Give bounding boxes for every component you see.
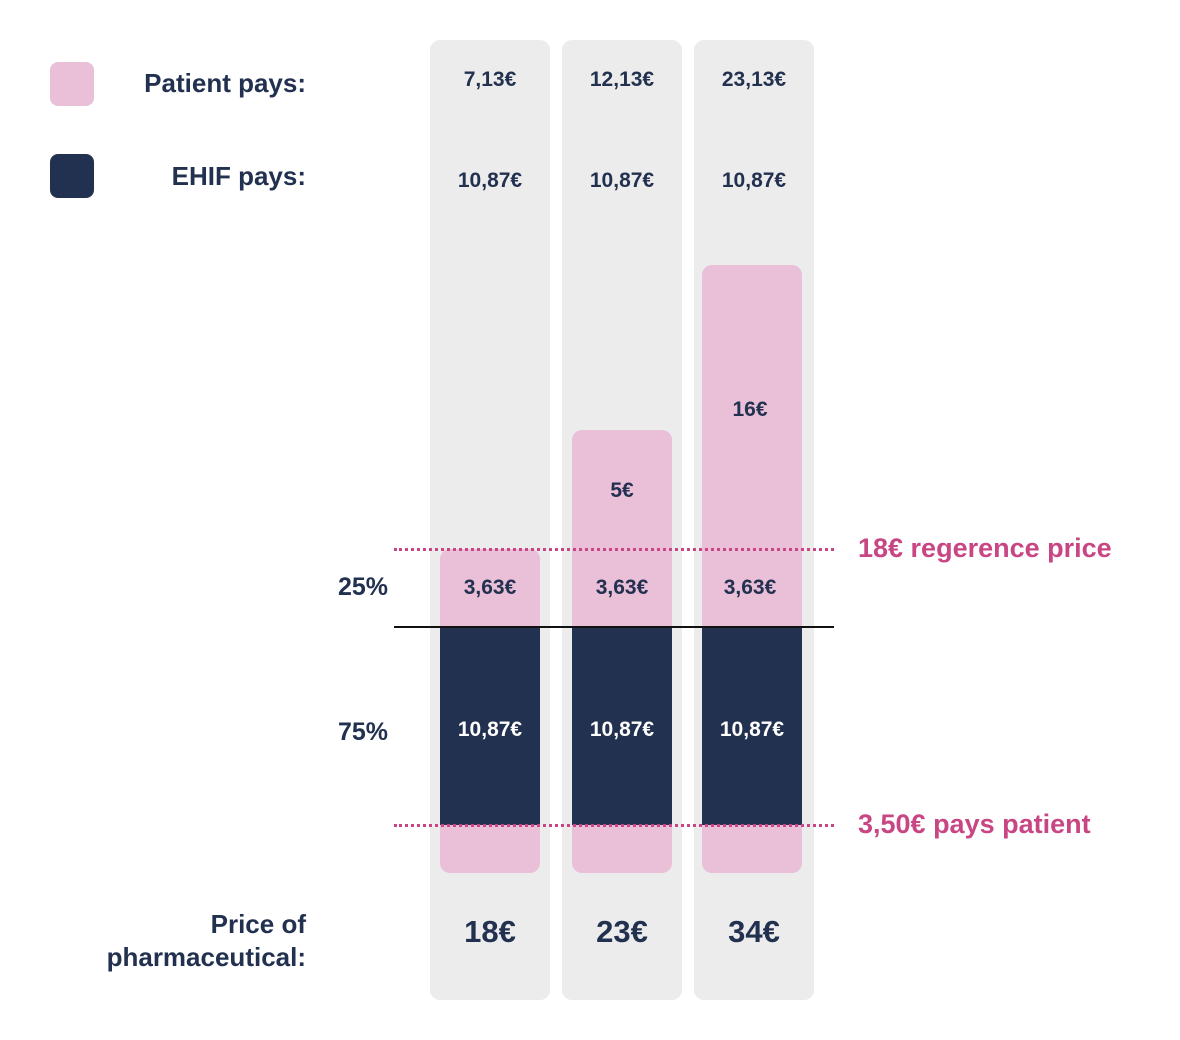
- legend-swatch-ehif: [50, 154, 94, 198]
- fixed-fee-line: [394, 824, 834, 827]
- reference-price-line: [394, 548, 834, 551]
- x-axis-title-text: Price of pharmaceutical:: [106, 909, 306, 972]
- price-label-1: 18€: [464, 914, 516, 949]
- patient-share-segment-3: [702, 265, 802, 627]
- extra-label-3: 16€: [732, 398, 768, 421]
- share25-label-1: 3,63€: [463, 576, 517, 599]
- percent-label-25: 25%: [337, 573, 388, 601]
- fixed-fee-segment-2: [572, 825, 672, 873]
- extra-label-2: 5€: [610, 479, 634, 502]
- percent-label-75: 75%: [337, 718, 388, 746]
- x-axis-title: Price of pharmaceutical:: [71, 908, 306, 973]
- ehif-segment-3: [702, 627, 802, 825]
- patient-total-3: 23,13€: [721, 68, 787, 91]
- price-label-3: 34€: [728, 914, 780, 949]
- share75-label-3: 10,87€: [719, 718, 785, 741]
- share25-label-3: 3,63€: [723, 576, 777, 599]
- ehif-total-1: 10,87€: [457, 169, 523, 192]
- ehif-segment-2: [572, 627, 672, 825]
- legend-label-ehif: EHIF pays:: [171, 161, 306, 191]
- fixed-fee-label: 3,50€ pays patient: [858, 809, 1091, 839]
- reference-price-label: 18€ regerence price: [858, 533, 1112, 563]
- split-line: [394, 626, 834, 628]
- fixed-fee-segment-1: [440, 825, 540, 873]
- legend-swatch-patient: [50, 62, 94, 106]
- patient-total-1: 7,13€: [463, 68, 517, 91]
- fixed-fee-segment-3: [702, 825, 802, 873]
- patient-total-2: 12,13€: [589, 68, 655, 91]
- legend-label-patient: Patient pays:: [144, 68, 306, 98]
- patient-share-segment-2: [572, 430, 672, 627]
- patient-share-segment-1: [440, 549, 540, 627]
- ehif-total-2: 10,87€: [589, 169, 655, 192]
- ehif-segment-1: [440, 627, 540, 825]
- share25-label-2: 3,63€: [595, 576, 649, 599]
- price-label-2: 23€: [596, 914, 648, 949]
- share75-label-1: 10,87€: [457, 718, 523, 741]
- ehif-total-3: 10,87€: [721, 169, 787, 192]
- share75-label-2: 10,87€: [589, 718, 655, 741]
